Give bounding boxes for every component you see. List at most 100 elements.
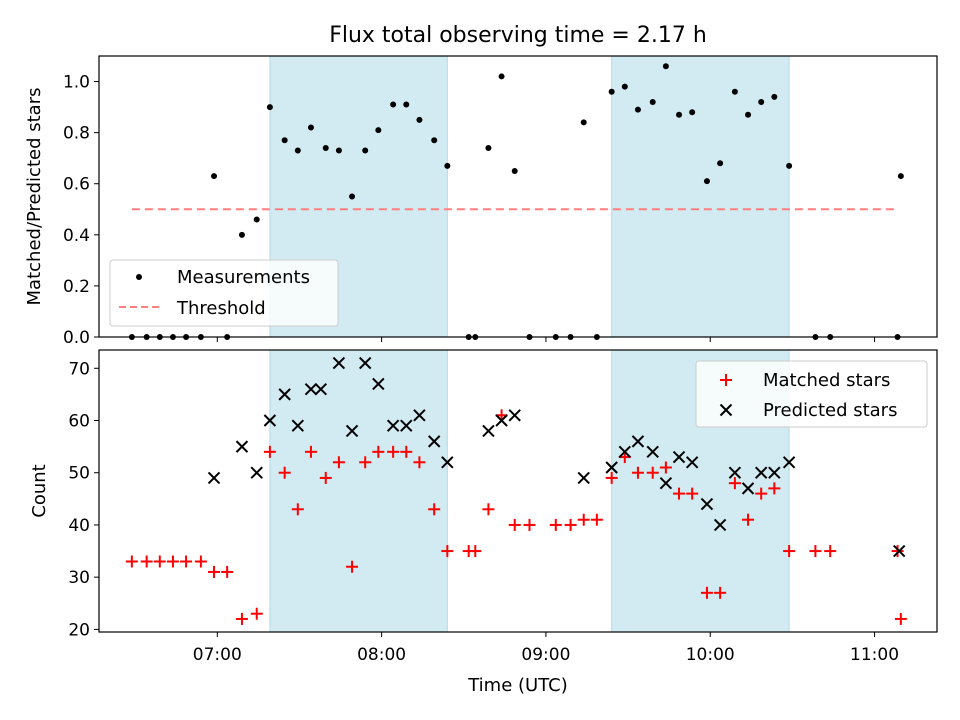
observing-windows xyxy=(269,55,790,338)
y-tick-label: 0.4 xyxy=(63,226,90,246)
legend-x-marker xyxy=(719,403,733,417)
matched-star-point xyxy=(346,560,359,573)
measurement-point xyxy=(375,127,382,134)
measurement-point xyxy=(676,111,683,118)
matched-star-point xyxy=(577,513,590,526)
matched-star-point xyxy=(332,456,345,469)
matched-star-point xyxy=(686,487,699,500)
matched-star-point xyxy=(700,586,713,599)
y-tick-label: 0.0 xyxy=(63,328,90,348)
measurement-point xyxy=(649,98,656,105)
predicted-star-point xyxy=(893,544,906,558)
matched-star-point xyxy=(194,555,207,568)
count-plot-frame xyxy=(98,349,938,633)
y-tick-label: 70 xyxy=(68,359,90,379)
y-tick-label: 30 xyxy=(68,568,90,588)
predicted-star-point xyxy=(713,518,727,532)
measurement-point xyxy=(444,162,451,169)
measurement-point xyxy=(621,83,628,90)
measurement-point xyxy=(349,193,356,200)
legend-predicted-marker xyxy=(719,403,733,417)
predicted-star-point xyxy=(672,450,686,464)
matched-star-point xyxy=(235,612,248,625)
legend-matched-label: Matched stars xyxy=(763,370,890,391)
predicted-star-point xyxy=(263,414,277,427)
measurement-point xyxy=(634,106,641,113)
predicted-star-point xyxy=(441,456,454,469)
matched-star-point xyxy=(783,545,796,558)
predicted-star-point xyxy=(304,382,318,396)
shaded-window xyxy=(611,55,790,338)
measurement-point xyxy=(786,162,793,169)
predicted-star-point xyxy=(646,445,659,459)
measurement-point xyxy=(211,173,218,180)
legend-plus-marker xyxy=(720,374,732,386)
y-tick-label: 20 xyxy=(68,620,90,640)
matched-star-point xyxy=(673,487,686,500)
predicted-star-point xyxy=(250,466,263,479)
observing-windows xyxy=(269,349,790,633)
predicted-star-point xyxy=(372,377,385,391)
predicted-star-point xyxy=(741,482,755,495)
count-legend-box xyxy=(695,360,928,428)
measurement-point xyxy=(238,231,245,238)
legend-measurements-label: Measurements xyxy=(177,267,310,288)
predicted-star-point xyxy=(427,435,441,448)
matched-star-point xyxy=(523,518,536,531)
measurement-point xyxy=(335,147,342,154)
predicted-star-point xyxy=(495,414,508,427)
measurement-point xyxy=(580,119,587,126)
predicted-star-point xyxy=(577,471,590,485)
measurement-point xyxy=(253,216,260,223)
ratio-y-ticks: 0.0 0.2 0.4 0.6 0.8 1.0 xyxy=(63,73,99,348)
count-x-ticks: 07:00 08:00 09:00 10:00 11:00 xyxy=(193,632,899,665)
predicted-star-point xyxy=(605,461,618,474)
measurement-point xyxy=(731,88,738,95)
matched-star-point xyxy=(166,555,179,568)
x-tick-label: 08:00 xyxy=(357,645,406,665)
predicted-star-point xyxy=(700,497,714,511)
predicted-star-point xyxy=(754,466,768,479)
count-y-axis-label: Count xyxy=(29,464,50,517)
measurement-point xyxy=(511,167,518,174)
ratio-legend-box xyxy=(109,259,339,327)
ratio-legend: Measurements Threshold xyxy=(109,259,339,327)
predicted-star-point xyxy=(768,466,781,479)
matched-star-point xyxy=(646,466,659,479)
matched-star-points xyxy=(125,409,907,625)
measurement-point xyxy=(758,98,765,105)
matched-star-point xyxy=(809,545,822,558)
ratio-x-ticks xyxy=(216,337,876,342)
ratio-plot-frame xyxy=(98,55,938,338)
measurement-point xyxy=(485,144,492,151)
matched-star-point xyxy=(140,555,153,568)
measurement-point xyxy=(717,160,724,167)
measurement-point xyxy=(745,111,752,118)
predicted-star-point xyxy=(314,382,328,396)
predicted-star-point xyxy=(207,471,221,485)
measurement-point xyxy=(390,101,397,108)
legend-predicted-label: Predicted stars xyxy=(763,400,897,421)
matched-star-point xyxy=(564,518,577,531)
predicted-star-point xyxy=(618,445,632,459)
measurement-point xyxy=(498,73,505,80)
predicted-star-point xyxy=(235,440,249,453)
matched-star-point xyxy=(894,612,907,625)
y-tick-label: 0.8 xyxy=(63,124,90,144)
shaded-window xyxy=(269,349,448,633)
matched-star-point xyxy=(359,456,372,469)
matched-star-point xyxy=(728,477,741,490)
matched-star-point xyxy=(428,503,441,516)
measurement-point xyxy=(416,116,423,123)
measurement-point xyxy=(403,101,410,108)
measurement-point xyxy=(662,63,669,70)
matched-star-point xyxy=(714,586,727,599)
predicted-star-point xyxy=(631,435,645,448)
y-tick-label: 1.0 xyxy=(63,73,90,93)
matched-star-point xyxy=(891,545,904,558)
predicted-star-point xyxy=(278,388,291,401)
matched-star-point xyxy=(631,466,644,479)
y-tick-label: 0.2 xyxy=(63,277,90,297)
ratio-y-axis-label: Matched/Predicted stars xyxy=(24,88,45,306)
